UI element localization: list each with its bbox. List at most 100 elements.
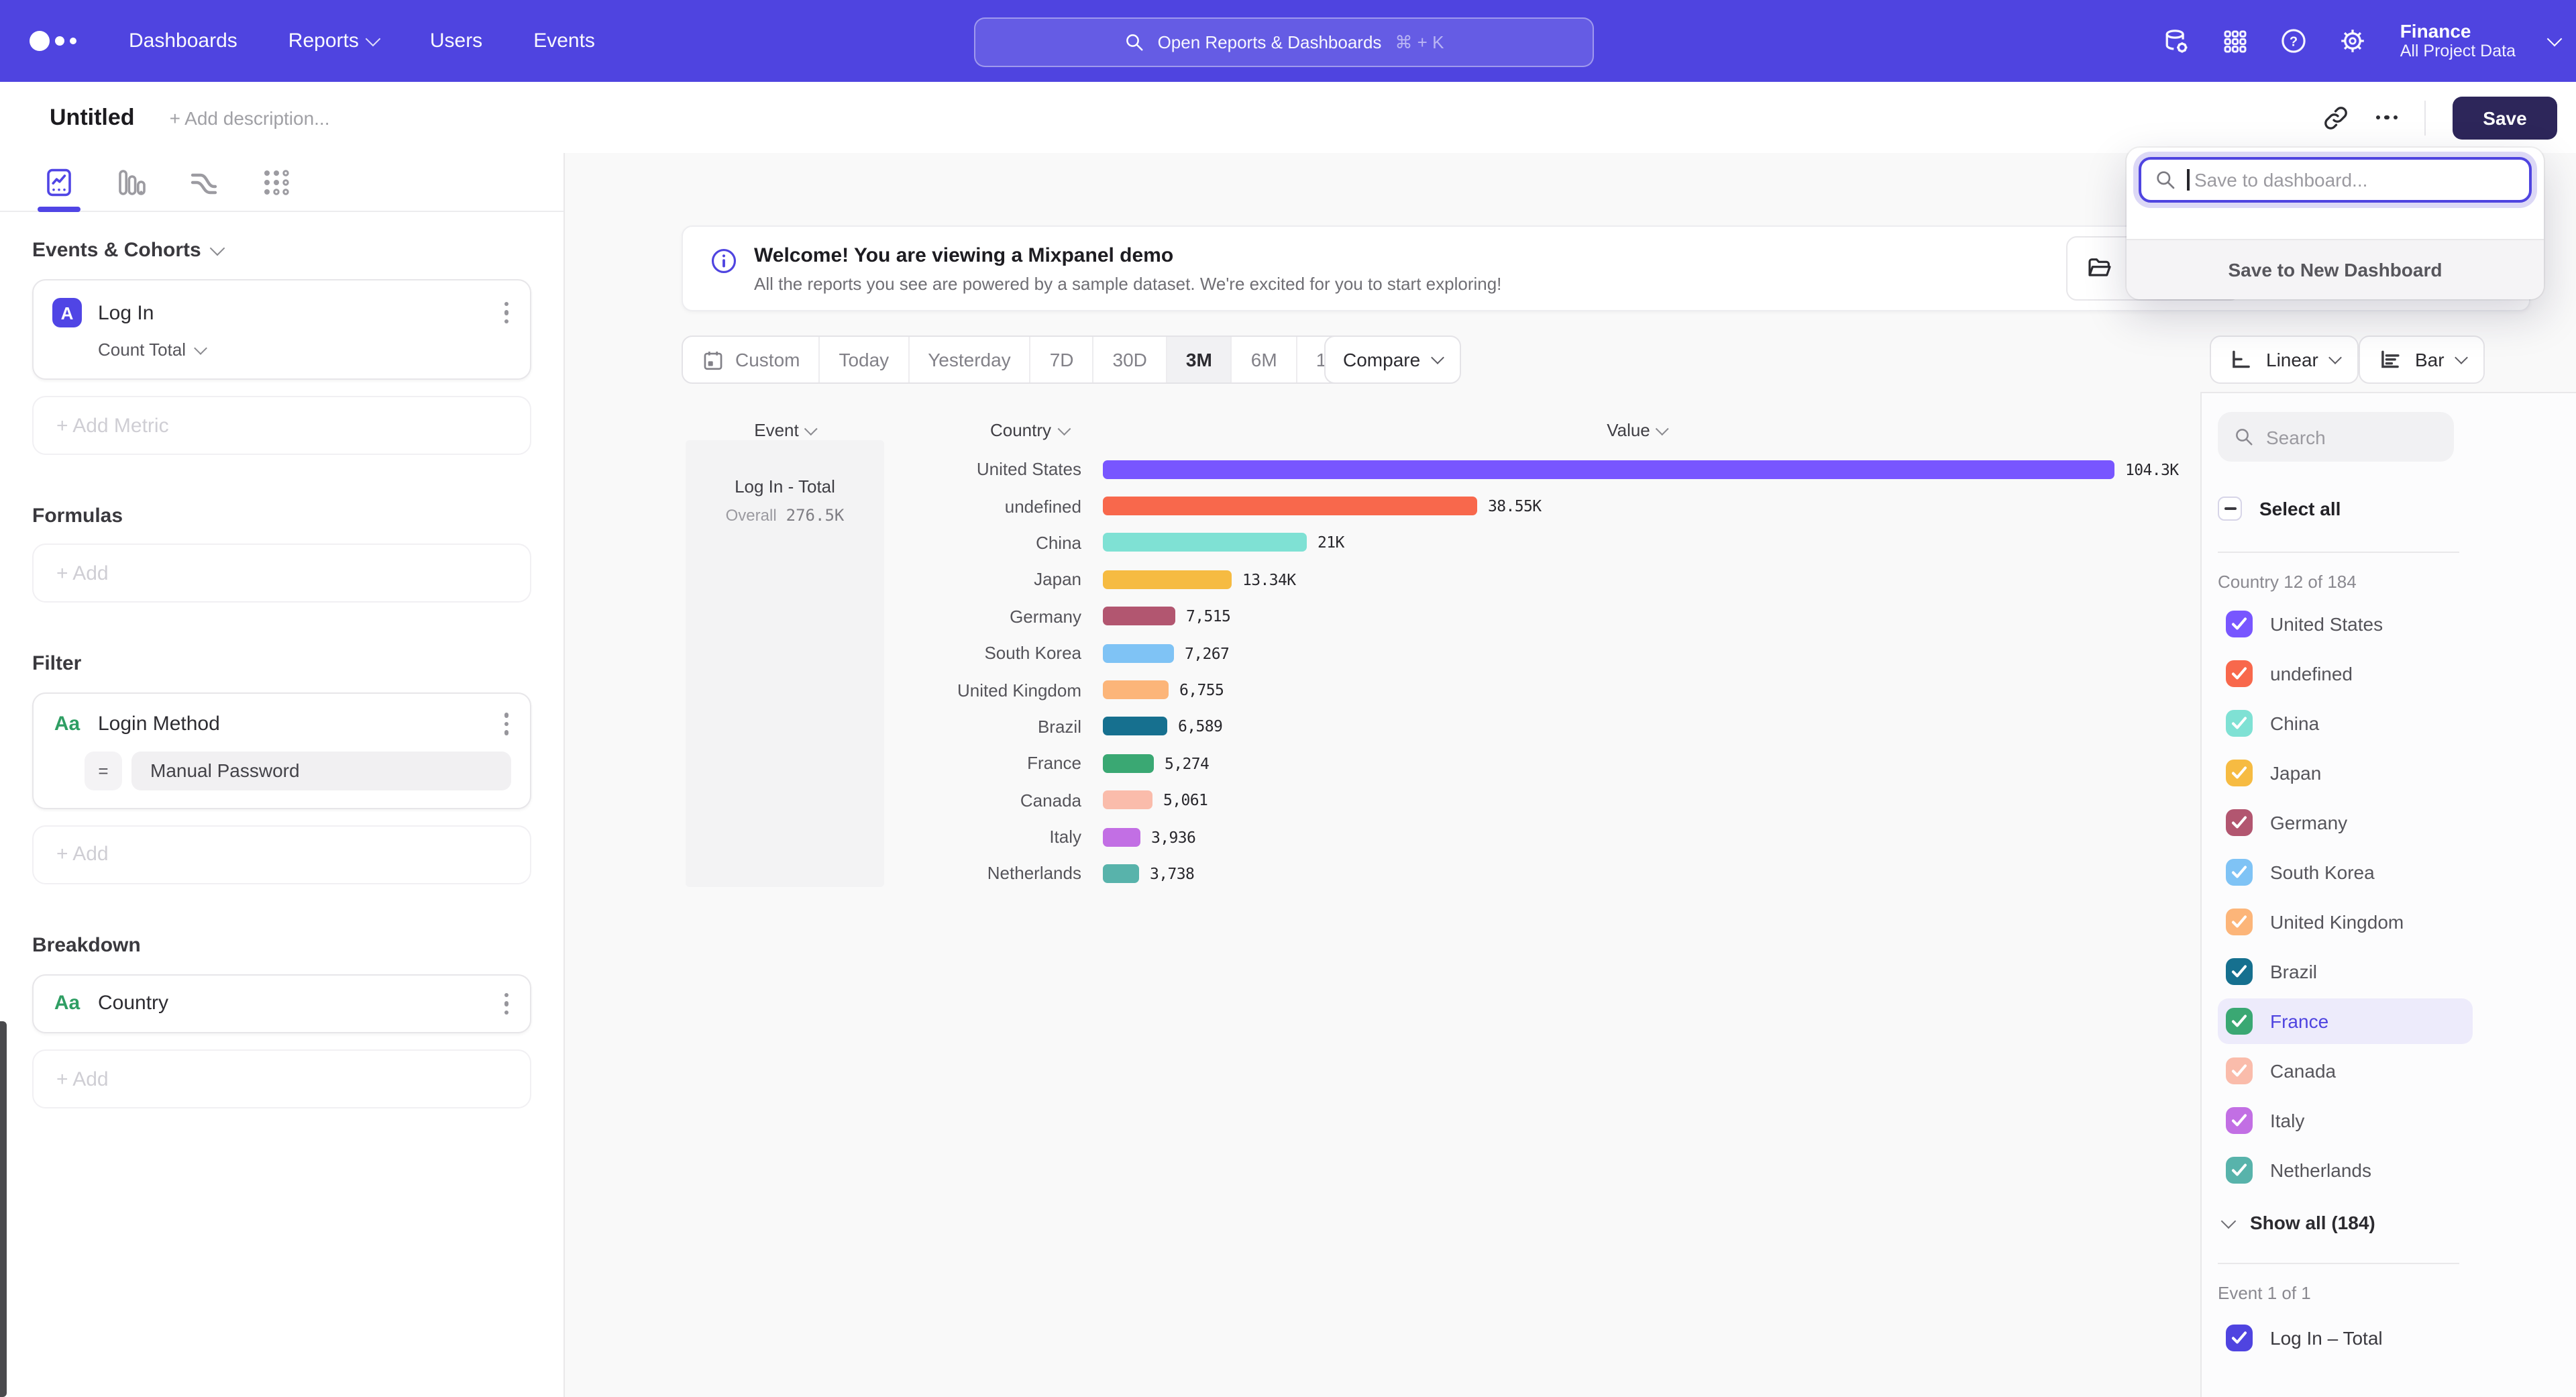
- range-7d[interactable]: 7D: [1030, 337, 1093, 382]
- bar-undefined[interactable]: [1103, 497, 1477, 515]
- help-icon[interactable]: ?: [2279, 27, 2308, 55]
- nav-item-users[interactable]: Users: [430, 30, 482, 52]
- project-name: Finance: [2400, 21, 2516, 42]
- bar-japan[interactable]: [1103, 570, 1232, 589]
- bar-brazil[interactable]: [1103, 717, 1167, 736]
- bar-united-states[interactable]: [1103, 460, 2114, 478]
- banner-subtitle: All the reports you see are powered by a…: [754, 274, 1501, 294]
- country-row-undefined[interactable]: undefined: [2218, 651, 2473, 696]
- project-switcher[interactable]: Finance All Project Data: [2400, 21, 2516, 62]
- select-all-checkbox[interactable]: [2218, 497, 2242, 521]
- country-checkbox-germany[interactable]: [2226, 809, 2253, 836]
- global-search-button[interactable]: Open Reports & Dashboards ⌘ + K: [974, 17, 1594, 67]
- country-row-south-korea[interactable]: South Korea: [2218, 849, 2473, 895]
- country-checkbox-undefined[interactable]: [2226, 660, 2253, 687]
- bar-china[interactable]: [1103, 533, 1307, 552]
- breakdown-property-name[interactable]: Country: [98, 992, 485, 1015]
- range-custom[interactable]: Custom: [683, 337, 818, 382]
- metric-name[interactable]: Log In: [98, 301, 485, 324]
- save-button[interactable]: Save: [2453, 96, 2557, 139]
- country-checkbox-brazil[interactable]: [2226, 958, 2253, 985]
- metric-aggregation[interactable]: Count Total: [52, 340, 511, 360]
- bar-italy[interactable]: [1103, 827, 1140, 846]
- metric-card[interactable]: A Log In Count Total: [32, 279, 531, 380]
- add-formula-button[interactable]: + Add: [32, 544, 531, 603]
- compare-button[interactable]: Compare: [1324, 335, 1460, 384]
- country-row-brazil[interactable]: Brazil: [2218, 949, 2473, 994]
- metric-kebab-icon[interactable]: [501, 299, 511, 327]
- range-30d[interactable]: 30D: [1093, 337, 1166, 382]
- country-checkbox-china[interactable]: [2226, 710, 2253, 737]
- column-header-value[interactable]: Value: [1607, 420, 1667, 440]
- country-row-netherlands[interactable]: Netherlands: [2218, 1147, 2473, 1193]
- data-management-icon[interactable]: [2161, 26, 2191, 56]
- bar-netherlands[interactable]: [1103, 864, 1139, 883]
- range-today[interactable]: Today: [818, 337, 908, 382]
- report-title[interactable]: Untitled: [50, 104, 135, 131]
- filter-card[interactable]: Aa Login Method = Manual Password: [32, 692, 531, 809]
- tab-insights[interactable]: [40, 166, 78, 198]
- country-row-japan[interactable]: Japan: [2218, 750, 2473, 796]
- country-checkbox-japan[interactable]: [2226, 760, 2253, 786]
- chart-type-button[interactable]: Bar: [2359, 335, 2485, 384]
- country-checkbox-netherlands[interactable]: [2226, 1157, 2253, 1184]
- column-header-event[interactable]: Event: [754, 420, 816, 440]
- event-checkbox[interactable]: [2226, 1325, 2253, 1351]
- nav-item-events[interactable]: Events: [533, 30, 595, 52]
- country-checkbox-italy[interactable]: [2226, 1107, 2253, 1134]
- add-filter-button[interactable]: + Add: [32, 825, 531, 884]
- copy-link-icon[interactable]: [2322, 104, 2349, 131]
- country-checkbox-south-korea[interactable]: [2226, 859, 2253, 886]
- event-checkbox-row[interactable]: Log In – Total: [2218, 1315, 2473, 1361]
- country-row-china[interactable]: China: [2218, 701, 2473, 746]
- country-checkbox-canada[interactable]: [2226, 1057, 2253, 1084]
- select-all-row[interactable]: Select all: [2218, 486, 2576, 531]
- save-to-new-dashboard-button[interactable]: Save to New Dashboard: [2127, 239, 2544, 299]
- country-row-germany[interactable]: Germany: [2218, 800, 2473, 845]
- add-description-button[interactable]: + Add description...: [170, 107, 330, 128]
- country-row-italy[interactable]: Italy: [2218, 1098, 2473, 1143]
- range-6m[interactable]: 6M: [1231, 337, 1296, 382]
- save-to-dashboard-input[interactable]: Save to dashboard...: [2139, 157, 2532, 203]
- country-row-united-states[interactable]: United States: [2218, 601, 2473, 647]
- mixpanel-logo-icon[interactable]: [30, 31, 89, 51]
- bar-canada[interactable]: [1103, 790, 1152, 809]
- nav-item-reports[interactable]: Reports: [288, 30, 379, 52]
- events-cohorts-header[interactable]: Events & Cohorts: [32, 239, 531, 262]
- bar-united-kingdom[interactable]: [1103, 680, 1169, 699]
- add-metric-button[interactable]: + Add Metric: [32, 396, 531, 455]
- country-row-united-kingdom[interactable]: United Kingdom: [2218, 899, 2473, 945]
- range-yesterday[interactable]: Yesterday: [908, 337, 1030, 382]
- bar-value-label: 3,936: [1151, 827, 1195, 846]
- country-checkbox-france[interactable]: [2226, 1008, 2253, 1035]
- filter-operator[interactable]: =: [85, 751, 122, 790]
- add-breakdown-button[interactable]: + Add: [32, 1049, 531, 1108]
- country-checkbox-united-states[interactable]: [2226, 611, 2253, 637]
- bar-france[interactable]: [1103, 754, 1154, 773]
- country-checkbox-list: United States undefined China Japan Germ…: [2218, 601, 2576, 1193]
- filter-kebab-icon[interactable]: [501, 710, 511, 737]
- bar-south-korea[interactable]: [1103, 643, 1174, 662]
- bar-category-label: France: [724, 754, 1103, 774]
- more-options-icon[interactable]: [2375, 115, 2398, 120]
- filter-value[interactable]: Manual Password: [131, 751, 511, 790]
- column-header-country[interactable]: Country: [990, 420, 1068, 440]
- country-row-canada[interactable]: Canada: [2218, 1048, 2473, 1094]
- tab-retention[interactable]: [258, 166, 295, 198]
- nav-item-dashboards[interactable]: Dashboards: [129, 30, 237, 52]
- segment-search-input[interactable]: Search: [2218, 412, 2454, 462]
- breakdown-kebab-icon[interactable]: [501, 990, 511, 1017]
- country-row-france[interactable]: France: [2218, 998, 2473, 1044]
- breakdown-card[interactable]: Aa Country: [32, 974, 531, 1033]
- apps-grid-icon[interactable]: [2222, 28, 2249, 54]
- settings-gear-icon[interactable]: [2339, 27, 2367, 55]
- tab-flows[interactable]: [185, 166, 223, 198]
- range-3m[interactable]: 3M: [1166, 337, 1231, 382]
- left-edge-scrollbar[interactable]: [0, 1021, 7, 1397]
- bar-germany[interactable]: [1103, 607, 1175, 626]
- tab-funnels[interactable]: [113, 166, 150, 198]
- country-checkbox-united-kingdom[interactable]: [2226, 909, 2253, 935]
- filter-property-name[interactable]: Login Method: [98, 713, 485, 735]
- show-all-button[interactable]: Show all (184): [2218, 1202, 2576, 1243]
- scale-selector-button[interactable]: Linear: [2210, 335, 2359, 384]
